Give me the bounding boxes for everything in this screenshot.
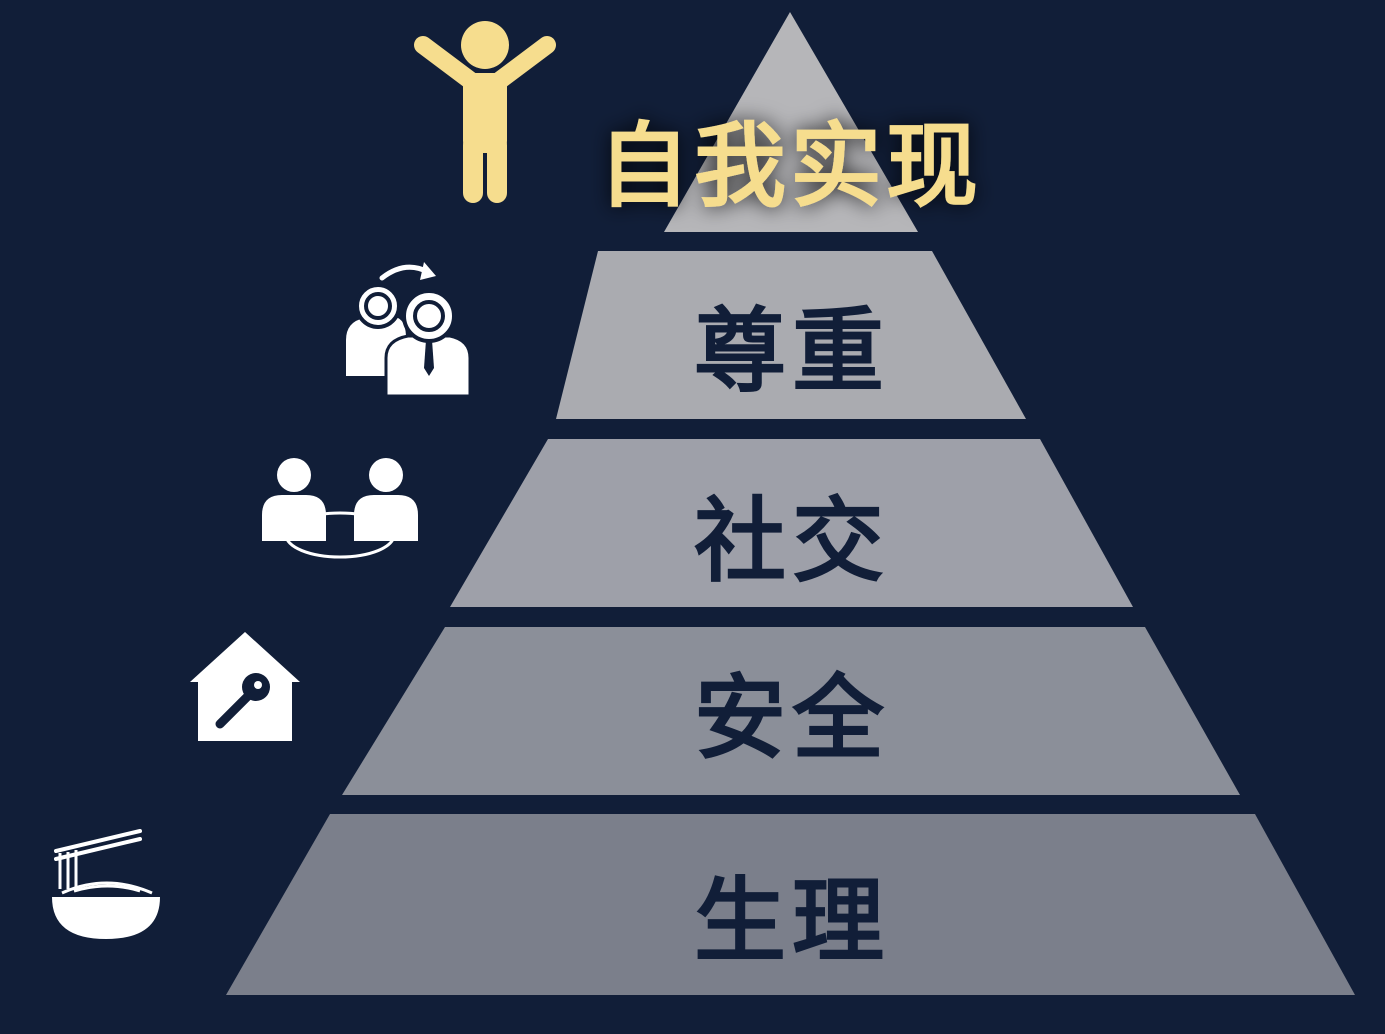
noodle-bowl-icon xyxy=(52,829,160,939)
tier-label-safety: 安全 xyxy=(694,665,890,772)
tier-label-self-actualization: 自我实现 xyxy=(598,113,982,220)
tier-social xyxy=(450,439,1133,607)
people-connected-icon xyxy=(262,458,418,559)
house-key-icon xyxy=(190,632,300,741)
tier-label-esteem: 尊重 xyxy=(694,298,890,405)
tier-self-actualization xyxy=(664,12,918,232)
person-arms-raised-icon xyxy=(414,21,556,203)
tier-safety xyxy=(342,627,1240,795)
tier-esteem xyxy=(556,251,1026,419)
tier-physiological xyxy=(226,814,1355,995)
tier-label-social: 社交 xyxy=(694,488,890,595)
tier-label-physiological: 生理 xyxy=(694,868,890,975)
respected-people-icon xyxy=(346,262,472,398)
